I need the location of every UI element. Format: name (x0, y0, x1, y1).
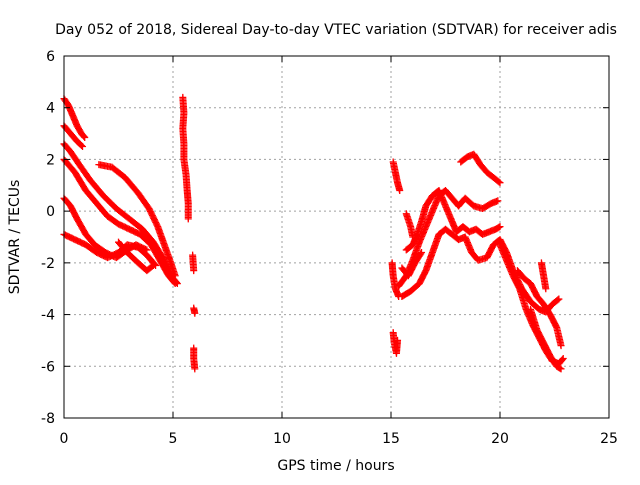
y-tick-label: 4 (46, 101, 55, 117)
y-tick-label: 0 (46, 204, 55, 220)
y-tick-label: 6 (46, 49, 55, 65)
data-point (190, 267, 198, 275)
y-tick-label: -4 (41, 308, 55, 324)
data-point (496, 223, 504, 231)
x-tick-label: 20 (491, 431, 509, 447)
data-point (542, 285, 550, 293)
data-point (148, 262, 156, 270)
data-point (409, 233, 417, 241)
data-point (559, 355, 567, 363)
data-point (149, 261, 157, 269)
data-point (184, 215, 192, 223)
data-point (557, 342, 565, 350)
data-point (191, 365, 199, 373)
data-point (494, 197, 502, 205)
data-point (77, 141, 85, 149)
data-point (558, 356, 566, 364)
data-point (555, 295, 563, 303)
x-axis-title: GPS time / hours (277, 458, 394, 474)
data-point (417, 250, 425, 258)
data-point (191, 309, 199, 317)
series-sdtvar (60, 93, 567, 373)
data-point (418, 249, 426, 257)
data-layer (60, 93, 567, 373)
data-point (496, 179, 504, 187)
x-tick-label: 15 (382, 431, 400, 447)
data-point (495, 178, 503, 186)
data-point (81, 133, 89, 141)
y-tick-label: 2 (46, 152, 55, 168)
data-point (396, 186, 404, 194)
x-tick-label: 5 (169, 431, 178, 447)
data-point (554, 296, 562, 304)
data-point (79, 143, 87, 150)
data-point (171, 280, 179, 288)
plot-frame (63, 55, 610, 419)
y-tick-label: -2 (41, 256, 55, 272)
x-tick-label: 25 (600, 431, 618, 447)
data-point (394, 336, 402, 344)
data-point (557, 365, 565, 373)
x-tick-label: 0 (60, 431, 69, 447)
data-point (170, 278, 178, 286)
y-tick-label: -8 (41, 411, 55, 427)
y-tick-label: -6 (41, 359, 55, 375)
y-ticks: -8 -6 -4 -2 0 2 4 6 (41, 49, 609, 427)
x-tick-label: 10 (273, 431, 291, 447)
data-point (171, 272, 179, 280)
data-point (80, 132, 88, 140)
chart-title: Day 052 of 2018, Sidereal Day-to-day VTE… (55, 22, 617, 38)
x-ticks: 0 5 10 15 20 25 (60, 56, 618, 447)
y-axis-title: SDTVAR / TECUs (7, 180, 23, 295)
